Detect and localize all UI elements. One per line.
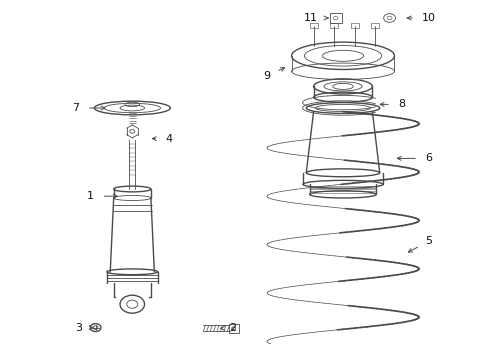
Text: 8: 8 (398, 99, 405, 109)
Text: 11: 11 (304, 13, 318, 23)
Bar (371, 23, 379, 28)
Text: 1: 1 (87, 191, 94, 201)
Bar (351, 23, 359, 28)
Text: 10: 10 (422, 13, 436, 23)
Text: 9: 9 (264, 71, 270, 81)
Bar (310, 23, 318, 28)
Bar (330, 23, 338, 28)
Text: 5: 5 (425, 236, 432, 246)
Text: 2: 2 (229, 323, 236, 333)
Text: 4: 4 (166, 134, 172, 144)
Text: 3: 3 (75, 323, 82, 333)
Bar (229, 324, 239, 333)
Text: 7: 7 (73, 103, 79, 113)
Text: 6: 6 (425, 153, 432, 163)
